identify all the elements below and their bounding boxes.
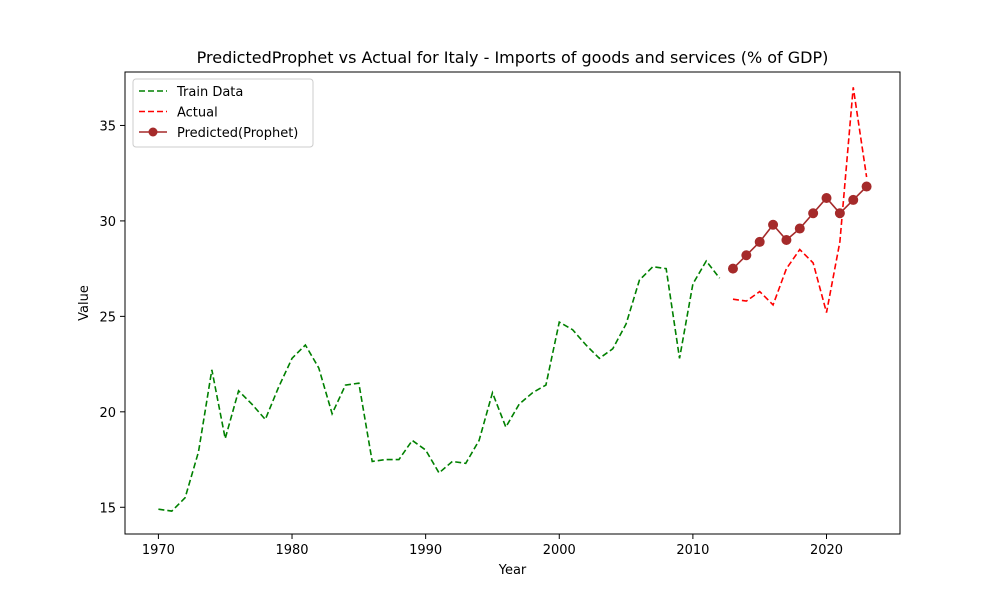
legend-label: Predicted(Prophet): [177, 126, 298, 141]
series-point: [754, 236, 765, 247]
x-tick-label: 1990: [409, 543, 442, 558]
x-tick-label: 1970: [142, 543, 175, 558]
x-tick-label: 2000: [543, 543, 576, 558]
legend-marker: [148, 127, 158, 137]
legend-label: Train Data: [176, 85, 243, 100]
y-axis: 15 20 25 30 35: [99, 119, 125, 516]
y-tick-label: 30: [99, 215, 116, 230]
series-point: [861, 181, 872, 192]
series-point: [848, 194, 859, 205]
series-point: [808, 208, 819, 219]
series-point: [727, 263, 738, 274]
series-point: [834, 208, 845, 219]
x-tick-label: 1980: [275, 543, 308, 558]
x-axis: 1970 1980 1990 2000 2010 2020: [142, 534, 843, 558]
plot-area: [158, 87, 872, 512]
series-point: [781, 235, 792, 245]
series-line-1: [732, 87, 868, 313]
legend-label: Actual: [177, 106, 218, 121]
x-tick-label: 2020: [810, 543, 843, 558]
legend-box: [132, 78, 314, 148]
chart-title: PredictedProphet vs Actual for Italy - I…: [197, 48, 829, 67]
y-axis-label: Value: [77, 285, 92, 321]
series-point: [768, 219, 779, 230]
series-line-0: [158, 259, 721, 512]
legend: Train Data Actual Predicted(Prophet): [132, 78, 314, 148]
y-tick-label: 20: [99, 406, 116, 421]
series-point: [794, 223, 805, 234]
y-tick-label: 25: [99, 310, 116, 325]
y-tick-label: 15: [99, 501, 116, 516]
series-point: [741, 250, 752, 261]
series-point: [821, 193, 832, 203]
plot-frame: [124, 71, 901, 535]
x-axis-label: Year: [498, 563, 527, 578]
x-tick-label: 2010: [676, 543, 709, 558]
y-tick-label: 35: [99, 119, 116, 134]
